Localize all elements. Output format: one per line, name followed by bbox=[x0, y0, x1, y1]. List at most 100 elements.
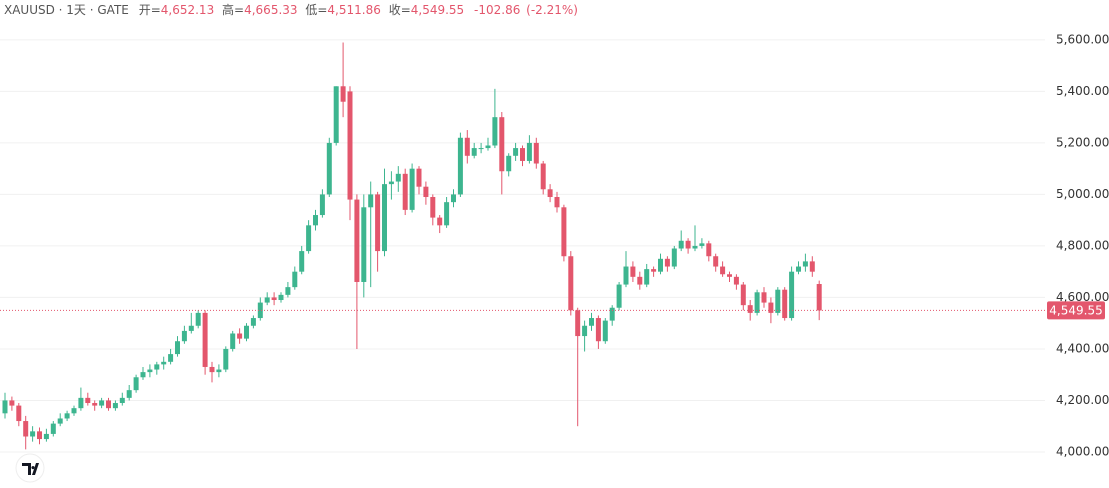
y-tick-label: 4,800.00 bbox=[1056, 238, 1109, 252]
candle-body bbox=[485, 145, 491, 149]
candle-body bbox=[147, 369, 153, 373]
candle-body bbox=[713, 256, 719, 267]
candle-body bbox=[747, 305, 753, 313]
logo bbox=[15, 453, 45, 483]
candle-body bbox=[181, 330, 187, 342]
candle-body bbox=[651, 269, 657, 272]
candle-body bbox=[2, 400, 8, 414]
y-tick-label: 4,400.00 bbox=[1056, 341, 1109, 355]
candle-body bbox=[720, 266, 726, 275]
candle-body bbox=[423, 186, 429, 198]
candle-body bbox=[237, 333, 243, 339]
candle-body bbox=[547, 189, 553, 198]
candle-body bbox=[561, 207, 567, 257]
candle-body bbox=[609, 307, 615, 321]
candle-body bbox=[23, 421, 29, 437]
candle-body bbox=[699, 243, 705, 246]
y-tick-label: 4,000.00 bbox=[1056, 444, 1109, 458]
candle-body bbox=[57, 418, 63, 424]
candle-body bbox=[78, 397, 84, 409]
low-label: 低= bbox=[305, 3, 327, 17]
candle-body bbox=[457, 137, 463, 195]
candle-body bbox=[278, 294, 284, 301]
candle-body bbox=[395, 173, 401, 182]
candle-body bbox=[595, 318, 601, 342]
candle-body bbox=[664, 258, 670, 267]
candle-body bbox=[50, 423, 56, 434]
candle-body bbox=[37, 431, 42, 440]
candle-body bbox=[623, 266, 629, 285]
candle-body bbox=[637, 276, 643, 285]
candle-body bbox=[216, 369, 222, 373]
candle-body bbox=[671, 248, 677, 267]
candle-body bbox=[71, 408, 77, 414]
candle-body bbox=[126, 390, 132, 398]
candle-body bbox=[299, 251, 305, 272]
y-tick-label: 4,600.00 bbox=[1056, 290, 1109, 304]
candle-body bbox=[809, 261, 815, 272]
change-pct: (-2.21%) bbox=[526, 3, 578, 17]
candle-body bbox=[375, 194, 381, 252]
candle-body bbox=[154, 364, 160, 370]
candle-body bbox=[319, 194, 325, 216]
candle-body bbox=[789, 271, 795, 319]
candle-body bbox=[64, 413, 70, 419]
candle-body bbox=[133, 377, 139, 391]
candle-body bbox=[602, 320, 608, 342]
candle-body bbox=[382, 184, 387, 252]
grid: 4,000.00 4,200.00 4,400.00 4,600.00 4,800.00… bbox=[0, 32, 1109, 458]
change: -102.86 bbox=[474, 3, 520, 17]
candle-body bbox=[340, 86, 346, 102]
candle-body bbox=[430, 197, 436, 218]
candle-body bbox=[554, 197, 560, 208]
candle-body bbox=[347, 91, 353, 200]
candle-body bbox=[451, 194, 456, 203]
candle-body bbox=[175, 341, 180, 355]
candle-body bbox=[506, 155, 512, 172]
candle-body bbox=[444, 202, 450, 226]
y-tick-label: 5,600.00 bbox=[1056, 32, 1109, 46]
logo-mark bbox=[22, 463, 39, 475]
candle-body bbox=[802, 261, 808, 267]
y-tick-label: 5,200.00 bbox=[1056, 135, 1109, 149]
candle-body bbox=[616, 284, 622, 308]
close-label: 收= bbox=[389, 3, 411, 17]
candle-body bbox=[492, 117, 498, 146]
candle-body bbox=[630, 266, 636, 277]
open-value: 4,652.13 bbox=[161, 3, 214, 17]
candle-body bbox=[244, 325, 249, 339]
candle-body bbox=[575, 310, 581, 337]
candle-body bbox=[271, 297, 277, 301]
candle-body bbox=[85, 397, 91, 404]
candle-body bbox=[388, 181, 394, 185]
candle-body bbox=[257, 302, 263, 319]
candle-body bbox=[368, 194, 374, 208]
candle-body bbox=[733, 276, 739, 285]
candle-body bbox=[706, 243, 712, 257]
candle-body bbox=[106, 400, 111, 409]
candle-body bbox=[533, 142, 539, 164]
candle-body bbox=[195, 312, 201, 326]
candle-body bbox=[250, 318, 256, 326]
high-label: 高= bbox=[222, 2, 244, 17]
candle-body bbox=[99, 400, 105, 406]
candle-body bbox=[209, 366, 215, 373]
candle-body bbox=[30, 431, 36, 437]
header: XAUUSD · 1天 · GATE 开=4,652.13 高=4,665.33… bbox=[4, 2, 578, 17]
candle-body bbox=[333, 86, 339, 143]
candle-body bbox=[285, 287, 291, 295]
close-value: 4,549.55 bbox=[411, 3, 464, 17]
candle-body bbox=[692, 245, 698, 249]
candle-body bbox=[658, 258, 663, 272]
last-price-tag bbox=[1047, 301, 1105, 320]
candle-body bbox=[140, 372, 146, 378]
candle-body bbox=[437, 217, 443, 226]
candle-body bbox=[168, 354, 174, 362]
candle-body bbox=[409, 168, 415, 210]
high-value: 4,665.33 bbox=[244, 3, 297, 17]
candle-body bbox=[520, 148, 525, 161]
candle-body bbox=[775, 289, 781, 313]
candle-body bbox=[161, 361, 167, 365]
symbol: XAUUSD · 1天 · GATE bbox=[4, 3, 129, 17]
